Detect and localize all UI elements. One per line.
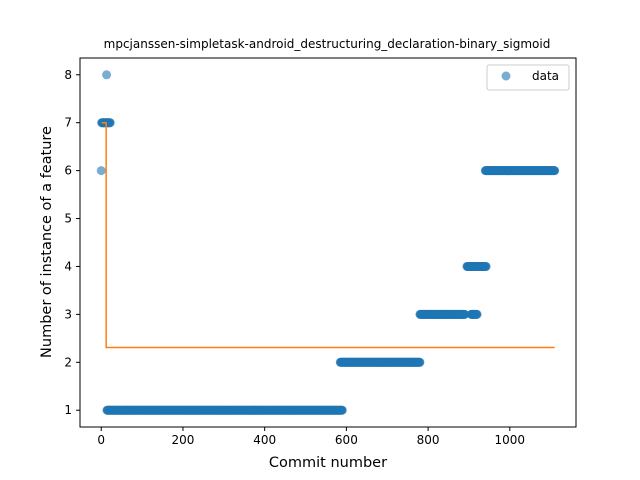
y-tick-label: 8 bbox=[64, 68, 72, 82]
data-point bbox=[105, 118, 115, 128]
plot-area bbox=[96, 70, 560, 415]
x-tick-label: 600 bbox=[335, 433, 358, 447]
fit-line bbox=[101, 121, 555, 349]
data-point bbox=[102, 70, 112, 80]
data-point bbox=[472, 309, 482, 319]
y-tick-label: 3 bbox=[64, 307, 72, 321]
legend: data bbox=[486, 64, 570, 91]
y-tick-label: 1 bbox=[64, 403, 72, 417]
x-tick-label: 0 bbox=[97, 433, 105, 447]
data-point bbox=[415, 357, 425, 367]
y-axis-label: Number of instance of a feature bbox=[39, 126, 55, 358]
x-tick-label: 1000 bbox=[495, 433, 526, 447]
data-point bbox=[481, 261, 491, 271]
y-tick-label: 6 bbox=[64, 164, 72, 178]
x-tick-label: 400 bbox=[253, 433, 276, 447]
legend-box bbox=[486, 64, 570, 91]
legend-marker bbox=[501, 71, 511, 81]
x-tick-label: 200 bbox=[172, 433, 195, 447]
data-point bbox=[96, 166, 106, 176]
x-axis-label: Commit number bbox=[269, 455, 387, 471]
chart-title: mpcjanssen-simpletask-android_destructur… bbox=[104, 37, 551, 51]
y-tick-label: 2 bbox=[64, 355, 72, 369]
legend-label-data: data bbox=[532, 69, 559, 83]
axes-frame bbox=[79, 57, 577, 428]
y-tick-label: 4 bbox=[64, 259, 72, 273]
data-point bbox=[337, 405, 347, 415]
y-tick-label: 7 bbox=[64, 116, 72, 130]
data-point bbox=[550, 166, 560, 176]
y-tick-label: 5 bbox=[64, 212, 72, 226]
axis-ticks: 0 200 400 600 800 1000 1 2 3 4 5 6 7 8 bbox=[64, 68, 525, 447]
x-tick-label: 800 bbox=[417, 433, 440, 447]
